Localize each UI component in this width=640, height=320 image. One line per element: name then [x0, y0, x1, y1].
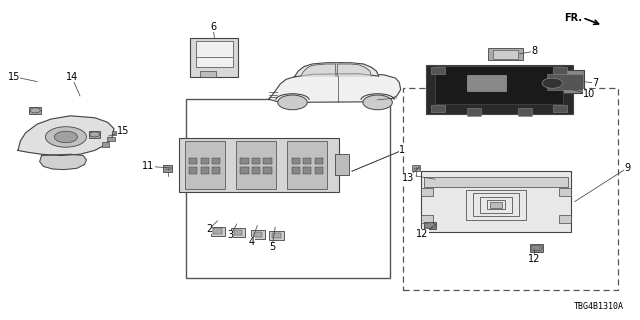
Bar [189, 158, 197, 164]
Bar [536, 70, 584, 93]
Bar [252, 167, 260, 174]
Bar [303, 158, 311, 164]
Text: 12: 12 [416, 229, 429, 239]
Bar [559, 188, 571, 196]
Bar [487, 200, 506, 210]
Bar [273, 233, 280, 238]
Bar [252, 158, 260, 164]
Bar [518, 108, 532, 116]
Bar [435, 66, 563, 104]
Circle shape [54, 131, 77, 143]
Circle shape [542, 78, 563, 88]
Text: 4: 4 [248, 236, 255, 247]
Text: 8: 8 [531, 46, 538, 56]
Bar [412, 165, 420, 171]
Bar [264, 158, 272, 164]
Text: 6: 6 [210, 22, 216, 32]
Bar [201, 167, 209, 174]
Bar [424, 177, 568, 187]
Bar [212, 158, 220, 164]
Bar [314, 158, 323, 164]
Text: 15: 15 [117, 126, 130, 136]
Bar [201, 158, 209, 164]
Bar [335, 155, 349, 175]
Bar [179, 138, 339, 192]
Bar [403, 88, 618, 290]
Bar [303, 167, 311, 174]
Bar [211, 227, 225, 236]
Bar [424, 222, 436, 229]
Bar [112, 131, 120, 135]
Bar [189, 167, 197, 174]
Bar [254, 232, 262, 237]
Polygon shape [18, 116, 114, 156]
Circle shape [278, 95, 307, 110]
Text: 10: 10 [582, 89, 595, 100]
Bar [493, 50, 518, 59]
Text: 13: 13 [402, 172, 415, 183]
Bar [214, 228, 222, 234]
Bar [200, 71, 216, 77]
Bar [488, 48, 524, 60]
Polygon shape [294, 63, 379, 77]
Polygon shape [40, 154, 86, 170]
Bar [421, 188, 433, 196]
Polygon shape [301, 64, 336, 76]
Bar [89, 131, 100, 138]
Text: 5: 5 [269, 242, 275, 252]
Text: 11: 11 [142, 161, 155, 172]
Text: 7: 7 [592, 78, 598, 88]
Text: 15: 15 [8, 72, 20, 82]
Text: 2: 2 [206, 224, 212, 234]
Text: 14: 14 [65, 72, 78, 82]
Bar [467, 108, 481, 116]
Polygon shape [269, 74, 401, 102]
Bar [467, 75, 506, 91]
Bar [186, 99, 390, 278]
Bar [553, 67, 567, 74]
Bar [314, 167, 323, 174]
Bar [421, 215, 433, 223]
Bar [107, 137, 115, 141]
Bar [466, 189, 526, 220]
Text: FR.: FR. [564, 12, 582, 23]
Bar [426, 65, 573, 115]
Circle shape [45, 127, 86, 147]
Bar [163, 165, 172, 172]
Text: 12: 12 [528, 254, 541, 264]
Text: 3: 3 [227, 230, 234, 240]
Bar [553, 105, 567, 112]
Bar [480, 196, 513, 213]
Bar [29, 107, 41, 114]
Polygon shape [337, 64, 371, 76]
Bar [490, 202, 502, 208]
Bar [264, 167, 272, 174]
Circle shape [363, 95, 392, 110]
Bar [241, 167, 248, 174]
Bar [421, 171, 571, 232]
Bar [234, 230, 243, 235]
Bar [191, 38, 239, 77]
Bar [269, 231, 284, 240]
Bar [241, 158, 248, 164]
Bar [287, 141, 327, 189]
Bar [196, 41, 233, 67]
Bar [236, 141, 276, 189]
Bar [231, 228, 245, 237]
Bar [185, 141, 225, 189]
Text: 1: 1 [399, 145, 405, 156]
Bar [530, 244, 543, 252]
Bar [431, 67, 445, 74]
Bar [212, 167, 220, 174]
Text: 9: 9 [624, 163, 630, 173]
Bar [251, 230, 265, 239]
Bar [292, 158, 300, 164]
Bar [431, 105, 445, 112]
Bar [102, 142, 109, 147]
Bar [473, 193, 520, 217]
Text: TBG4B1310A: TBG4B1310A [574, 302, 624, 311]
Bar [559, 215, 571, 223]
Bar [547, 74, 583, 90]
Bar [292, 167, 300, 174]
